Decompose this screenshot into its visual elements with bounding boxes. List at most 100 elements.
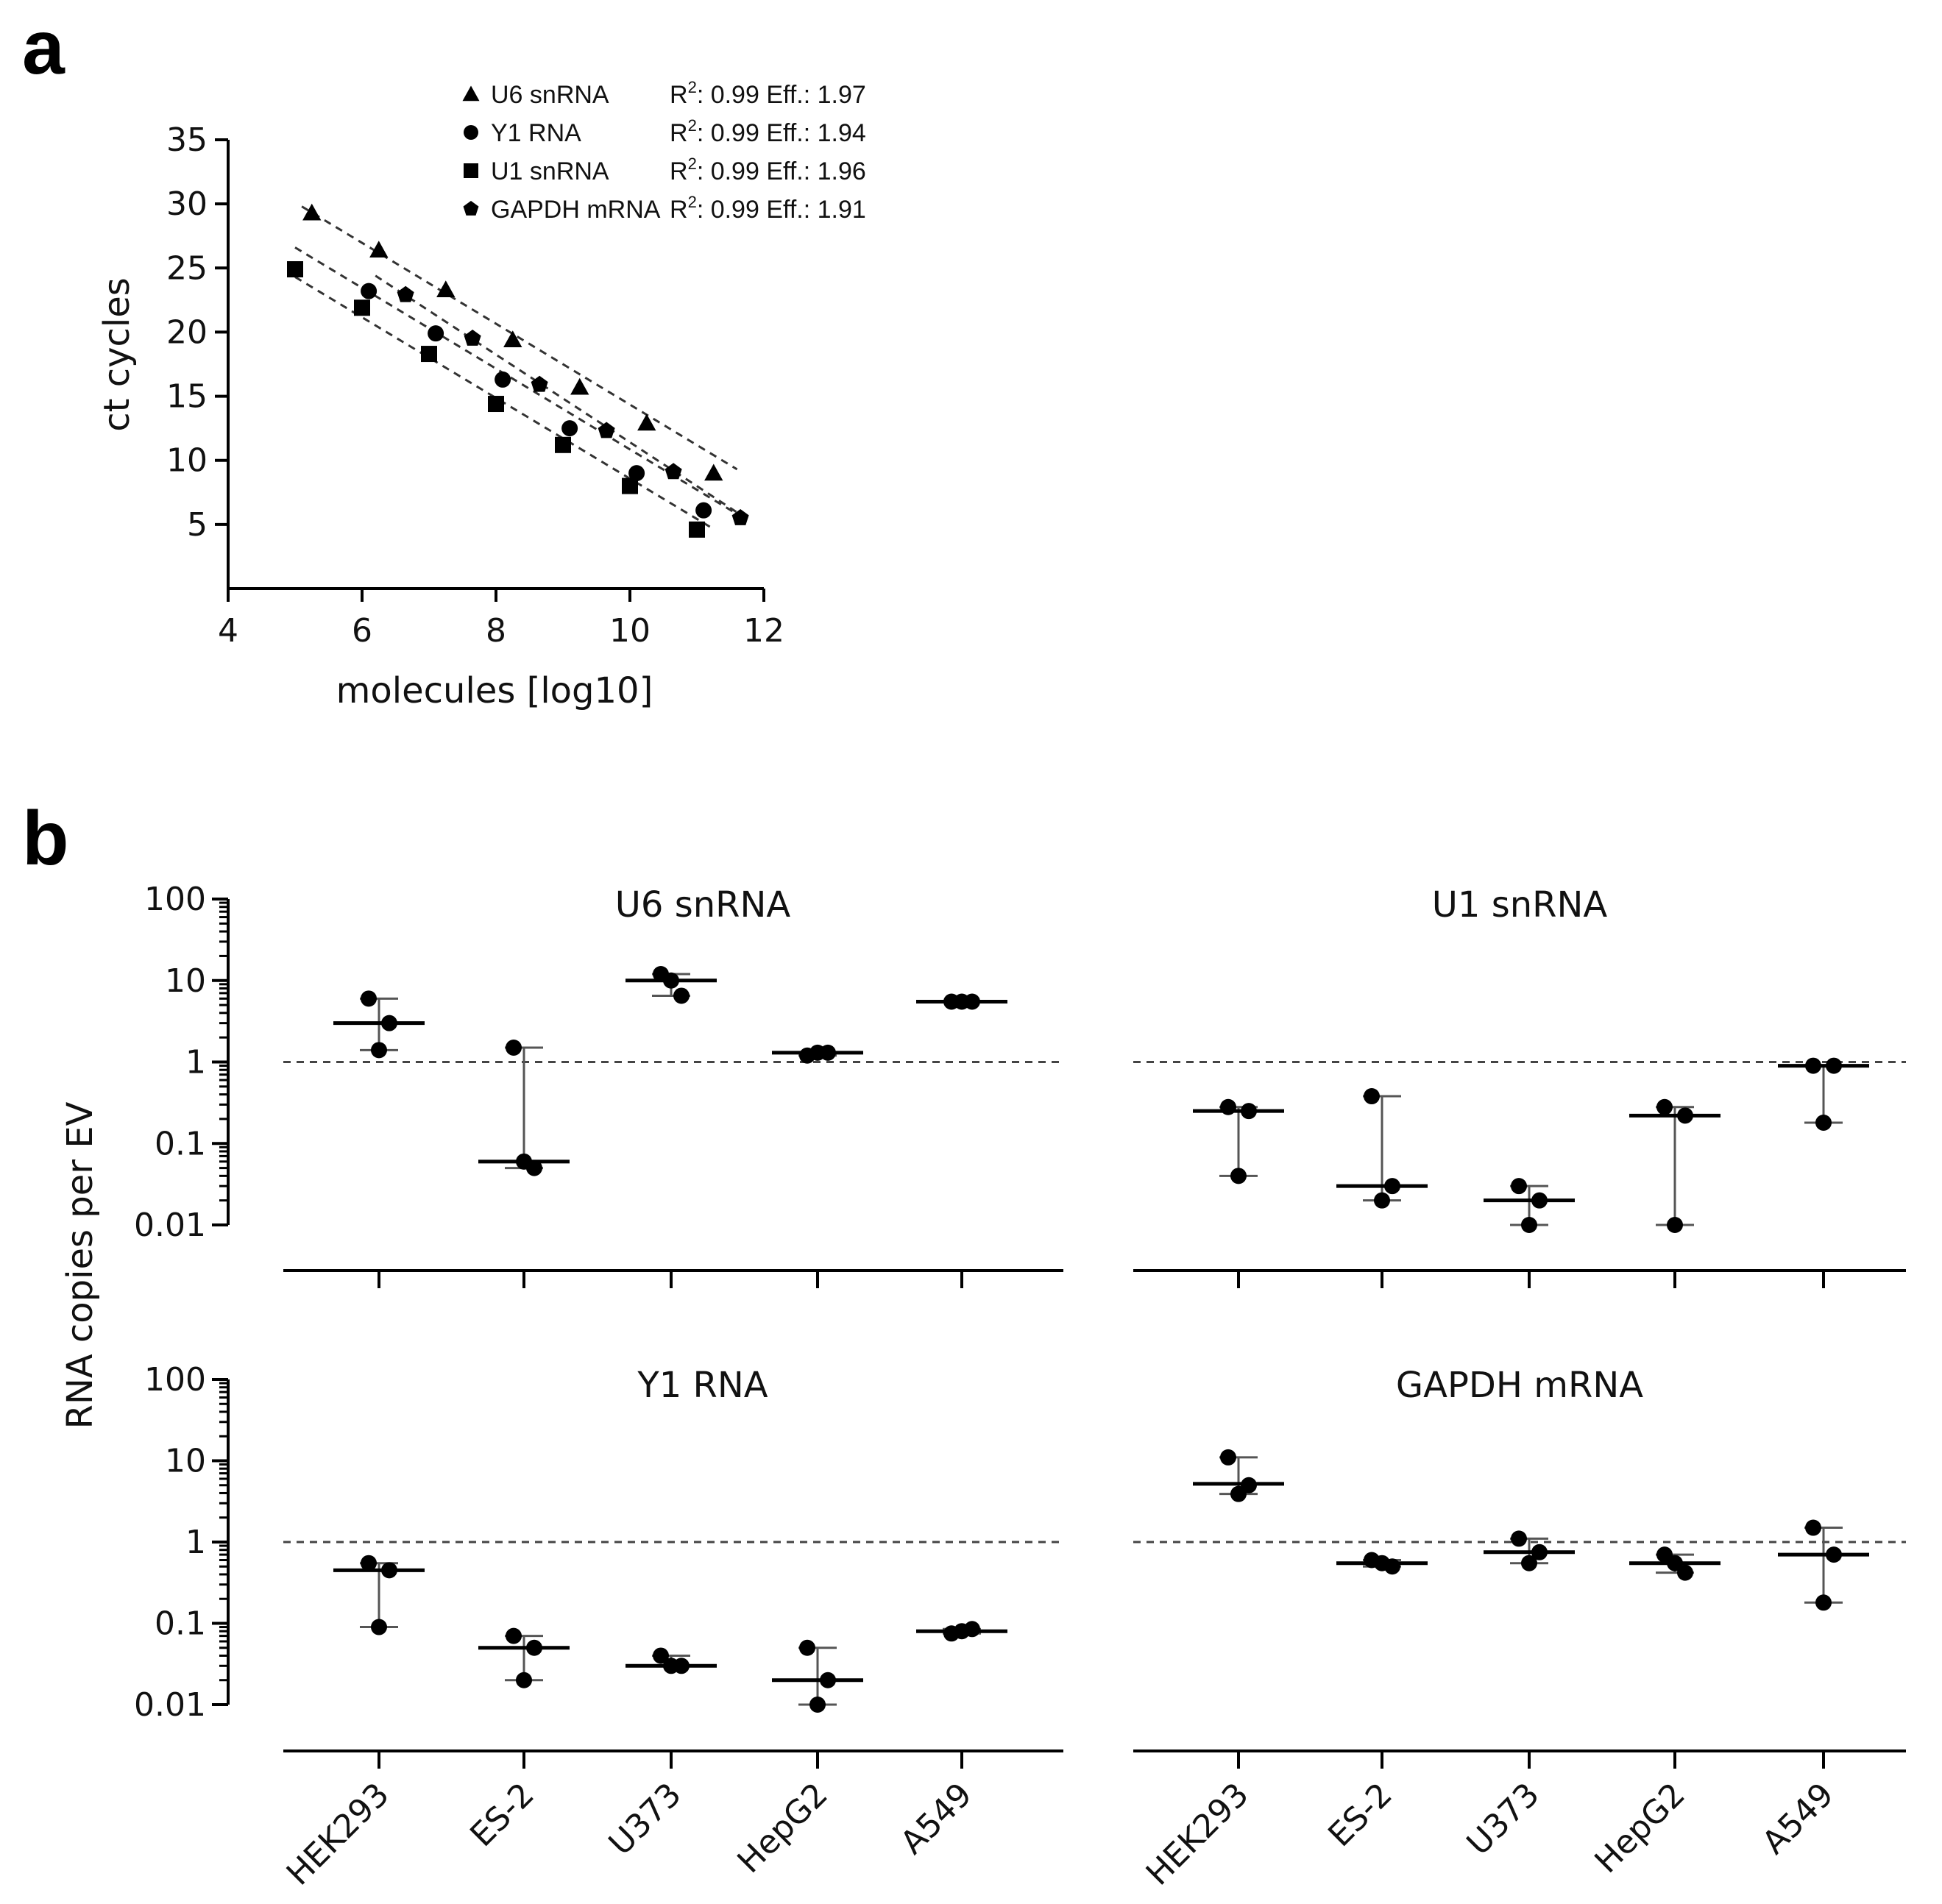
category-label: HepG2: [731, 1776, 835, 1880]
data-point: [302, 203, 322, 221]
data-point: [799, 1639, 815, 1656]
legend-marker: [463, 201, 479, 216]
category-label: A549: [1755, 1776, 1841, 1862]
legend-text: : 0.99 Eff.: 1.91: [697, 196, 866, 224]
legend-text: R: [670, 157, 688, 185]
y-axis-label: RNA copies per EV: [60, 1101, 101, 1429]
fit-line: [375, 274, 745, 518]
data-point: [397, 285, 414, 302]
x-tick-label: 4: [218, 612, 238, 650]
data-point: [1815, 1594, 1832, 1611]
legend-stats: R2: 0.99 Eff.: 1.96: [670, 154, 866, 185]
data-point: [1815, 1114, 1832, 1131]
data-point: [1826, 1057, 1842, 1074]
data-point: [695, 502, 712, 519]
data-point: [704, 463, 723, 481]
legend-text: R: [670, 81, 688, 109]
legend-stats: R2: 0.99 Eff.: 1.94: [670, 116, 866, 147]
data-point: [516, 1153, 532, 1170]
y-axis-label: ct cycles: [96, 277, 138, 432]
data-point: [1374, 1192, 1390, 1209]
data-point: [516, 1672, 532, 1688]
y-tick-label: 10: [165, 1443, 206, 1480]
category-label: A549: [893, 1776, 979, 1862]
x-axis-label: molecules [log10]: [336, 670, 653, 711]
legend-stats: R2: 0.99 Eff.: 1.91: [670, 193, 866, 224]
y-tick-label: 1: [185, 1044, 206, 1081]
data-point: [287, 261, 303, 278]
data-point: [673, 987, 690, 1004]
data-point: [663, 1658, 679, 1674]
legend-text: R: [670, 196, 688, 224]
data-point: [1805, 1057, 1821, 1074]
legend-text: 2: [688, 193, 697, 211]
data-point: [354, 299, 370, 316]
data-point: [1531, 1544, 1548, 1560]
data-point: [954, 1623, 970, 1640]
y-tick-label: 15: [166, 378, 208, 416]
data-point: [1677, 1564, 1693, 1581]
legend-text: : 0.99 Eff.: 1.96: [697, 157, 866, 185]
data-point: [1220, 1449, 1236, 1466]
data-point: [361, 1555, 377, 1571]
legend-series-name: U6 snRNA: [491, 81, 609, 109]
data-point: [503, 330, 522, 348]
data-point: [464, 330, 481, 346]
data-point: [1677, 1107, 1693, 1124]
data-point: [637, 413, 656, 431]
data-point: [628, 465, 645, 482]
y-tick-label: 5: [187, 506, 208, 544]
data-point: [531, 375, 548, 392]
category-label: HEK293: [1139, 1776, 1256, 1893]
subplot-y1-rna: Y1 RNA 0.01 0.1 1 10 100 HEK293 ES-2 U373 HepG2 A5…: [134, 1361, 1063, 1893]
data-point: [369, 241, 389, 258]
data-point: [506, 1039, 522, 1056]
data-point: [954, 993, 970, 1010]
data-point: [381, 1562, 397, 1579]
legend-series-name: U1 snRNA: [491, 157, 609, 185]
data-point: [689, 521, 705, 538]
x-tick-label: 8: [486, 612, 506, 650]
data-point: [1656, 1098, 1673, 1115]
data-point: [1241, 1103, 1257, 1120]
data-point: [598, 422, 615, 438]
x-tick-label: 12: [743, 612, 784, 650]
data-point: [1364, 1088, 1380, 1105]
data-point: [809, 1044, 826, 1061]
data-point: [809, 1697, 826, 1713]
category-label: ES-2: [1321, 1776, 1399, 1854]
data-point: [1667, 1555, 1683, 1571]
category-label: U373: [1460, 1776, 1547, 1863]
y-tick-label: 1: [185, 1524, 206, 1561]
standard-curve-chart: molecules [log10] ct cycles 4 6 8 10 12 5 10 15…: [96, 78, 866, 711]
data-point: [526, 1639, 542, 1656]
data-point: [555, 436, 571, 453]
data-point: [1384, 1178, 1400, 1195]
data-point: [653, 1647, 669, 1664]
legend-marker: [462, 85, 480, 102]
data-point: [1511, 1530, 1527, 1547]
y-tick-label: 0.01: [134, 1686, 206, 1724]
data-point: [371, 1042, 387, 1059]
data-point: [506, 1627, 522, 1644]
data-point: [1805, 1519, 1821, 1536]
data-point: [820, 1672, 836, 1688]
data-point: [1531, 1192, 1548, 1209]
subplot-u1-snrna: U1 snRNA: [1133, 884, 1906, 1288]
y-tick-label: 30: [166, 185, 208, 223]
subplot-u6-snrna: U6 snRNA 0.01 0.1 1 10 100: [134, 881, 1063, 1288]
y-tick-label: 0.1: [155, 1125, 206, 1162]
y-tick-label: 100: [144, 881, 206, 918]
data-point: [428, 325, 444, 342]
y-tick-label: 20: [166, 313, 208, 351]
data-point: [1511, 1178, 1527, 1195]
legend-marker: [464, 125, 478, 140]
legend-text: R: [670, 119, 688, 147]
panel-label-a: a: [22, 5, 65, 90]
subplot-title: GAPDH mRNA: [1396, 1365, 1643, 1406]
data-point: [1667, 1217, 1683, 1233]
data-point: [1374, 1555, 1390, 1571]
data-point: [1220, 1098, 1236, 1115]
